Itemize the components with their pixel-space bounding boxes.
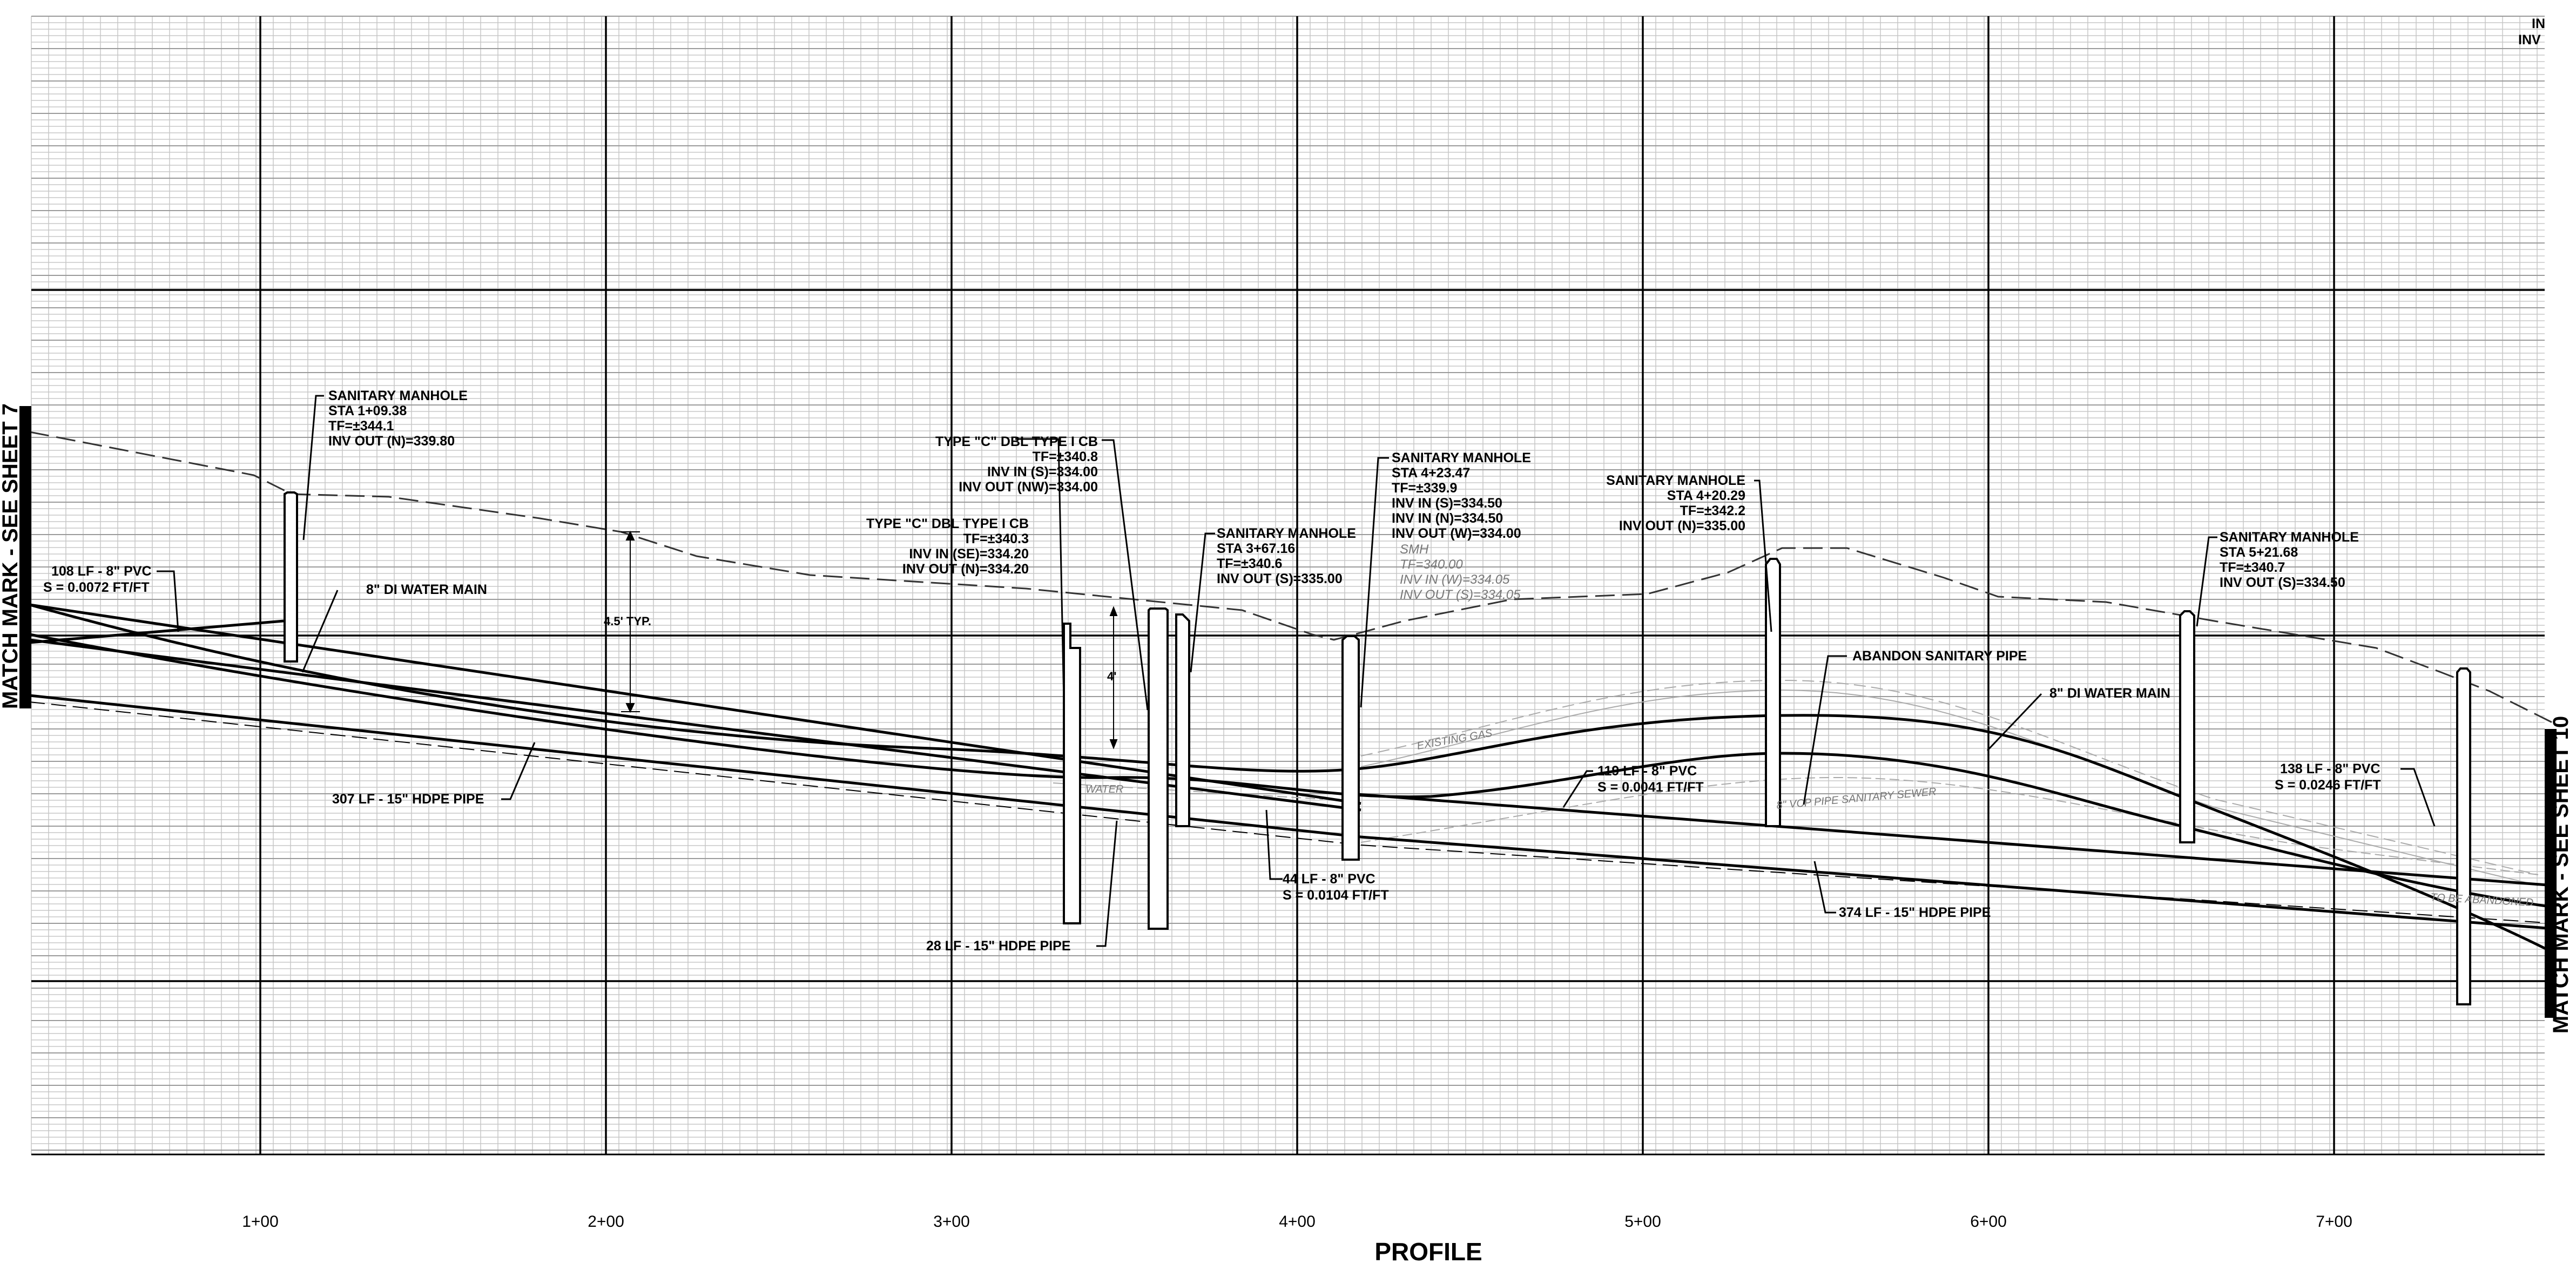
profile-grid: [31, 16, 2545, 1156]
match-bar-left: [19, 406, 31, 708]
hdpe-307-label: 307 LF - 15" HDPE PIPE: [332, 792, 484, 807]
cb-dbl-b-label: TYPE "C" DBL TYPE I CB TF=±340.3 INV IN …: [866, 516, 1029, 577]
station-tick: 3+00: [933, 1213, 970, 1231]
leader-lines: [157, 395, 2436, 947]
corner-text-2: INV: [2518, 32, 2541, 48]
svg-text:STA 3+67.16: STA 3+67.16: [1217, 541, 1295, 556]
station-tick: 6+00: [1970, 1213, 2007, 1231]
smh-5-label: SANITARY MANHOLE STA 5+21.68 TF=±340.7 I…: [2220, 530, 2359, 590]
svg-text:TYPE "C" DBL TYPE I CB: TYPE "C" DBL TYPE I CB: [866, 516, 1029, 531]
svg-text:INV IN (S)=334.50: INV IN (S)=334.50: [1392, 496, 1502, 511]
svg-text:INV IN (S)=334.00: INV IN (S)=334.00: [987, 464, 1098, 479]
svg-text:SANITARY MANHOLE: SANITARY MANHOLE: [1217, 526, 1356, 541]
match-bar-right: [2545, 729, 2557, 1018]
svg-text:TF=±340.7: TF=±340.7: [2220, 560, 2285, 575]
catch-basin-b: [1063, 623, 1081, 924]
svg-text:STA 5+21.68: STA 5+21.68: [2220, 545, 2298, 560]
svg-text:TF=±340.3: TF=±340.3: [963, 531, 1029, 546]
water-main-right-label: 8" DI WATER MAIN: [2049, 686, 2170, 701]
smh-4b-label: SANITARY MANHOLE STA 4+20.29 TF=±342.2 I…: [1606, 473, 1745, 533]
svg-text:INV OUT (W)=334.00: INV OUT (W)=334.00: [1392, 526, 1521, 541]
station-tick: 2+00: [588, 1213, 624, 1231]
svg-text:STA 4+23.47: STA 4+23.47: [1392, 465, 1470, 481]
svg-text:TYPE "C" DBL TYPE I CB: TYPE "C" DBL TYPE I CB: [935, 434, 1098, 449]
dimension-4-label: 4': [1107, 670, 1116, 683]
svg-text:INV OUT (N)=339.80: INV OUT (N)=339.80: [328, 434, 455, 449]
svg-text:INV IN (SE)=334.20: INV IN (SE)=334.20: [909, 546, 1029, 562]
water-main-left-label: 8" DI WATER MAIN: [366, 582, 487, 597]
pvc-108-slope: S = 0.0072 FT/FT: [43, 580, 150, 595]
hdpe-374-label: 374 LF - 15" HDPE PIPE: [1839, 905, 1991, 920]
svg-text:TF=±339.9: TF=±339.9: [1392, 481, 1457, 496]
pvc-119-label: 119 LF - 8" PVC: [1597, 764, 1697, 779]
svg-text:SANITARY MANHOLE: SANITARY MANHOLE: [328, 388, 468, 403]
smh-existing-label: SMH TF=340.00 INV IN (W)=334.05 INV OUT …: [1400, 542, 1521, 602]
station-tick: 4+00: [1279, 1213, 1316, 1231]
svg-text:INV OUT (S)=334.05: INV OUT (S)=334.05: [1400, 587, 1521, 602]
pvc-44-slope: S = 0.0104 FT/FT: [1283, 888, 1389, 903]
station-tick: 5+00: [1624, 1213, 1661, 1231]
svg-text:INV IN (N)=334.50: INV IN (N)=334.50: [1392, 511, 1503, 526]
corner-text-1: IN: [2532, 16, 2545, 31]
profile-title: PROFILE: [1374, 1238, 1482, 1266]
manhole-end: [2456, 667, 2471, 1005]
pvc-119-slope: S = 0.0041 FT/FT: [1597, 780, 1704, 795]
svg-text:TF=±340.8: TF=±340.8: [1033, 449, 1098, 464]
station-tick: 1+00: [242, 1213, 279, 1231]
smh-4a-label: SANITARY MANHOLE STA 4+23.47 TF=±339.9 I…: [1392, 450, 1531, 541]
pvc-44-label: 44 LF - 8" PVC: [1283, 872, 1375, 887]
abandon-label: ABANDON SANITARY PIPE: [1852, 648, 2027, 664]
dashed-pipes: [29, 701, 2555, 924]
dimension-typ-label: 4.5' TYP.: [604, 614, 651, 628]
manhole-5: [2179, 610, 2195, 843]
smh-1-label: SANITARY MANHOLE STA 1+09.38 TF=±344.1 I…: [328, 388, 468, 449]
existing-water-label: WATER: [1085, 783, 1123, 795]
svg-text:INV OUT (N)=334.20: INV OUT (N)=334.20: [902, 562, 1029, 577]
svg-text:SANITARY MANHOLE: SANITARY MANHOLE: [2220, 530, 2359, 545]
svg-text:INV OUT (NW)=334.00: INV OUT (NW)=334.00: [959, 479, 1098, 495]
svg-text:TF=±344.1: TF=±344.1: [328, 418, 394, 434]
pvc-138-label: 138 LF - 8" PVC: [2280, 761, 2381, 776]
catch-basin-a: [1148, 607, 1169, 930]
pvc-108-label: 108 LF - 8" PVC: [51, 564, 152, 579]
svg-text:TF=340.00: TF=340.00: [1400, 557, 1463, 572]
manhole-4a: [1341, 635, 1360, 861]
svg-text:TF=±342.2: TF=±342.2: [1680, 503, 1745, 518]
svg-text:SANITARY MANHOLE: SANITARY MANHOLE: [1606, 473, 1745, 488]
svg-text:INV OUT (N)=335.00: INV OUT (N)=335.00: [1619, 518, 1745, 533]
svg-text:STA 4+20.29: STA 4+20.29: [1667, 488, 1745, 503]
svg-text:INV OUT (S)=334.50: INV OUT (S)=334.50: [2220, 575, 2345, 590]
manhole-3: [1175, 613, 1190, 827]
pvc-138-slope: S = 0.0246 FT/FT: [2275, 778, 2381, 793]
smh-3-label: SANITARY MANHOLE STA 3+67.16 TF=±340.6 I…: [1217, 526, 1356, 586]
dimensions: [621, 530, 1118, 749]
match-mark-left: MATCH MARK - SEE SHEET 7: [0, 403, 22, 709]
manhole-1: [284, 491, 298, 663]
svg-text:INV IN (W)=334.05: INV IN (W)=334.05: [1400, 572, 1510, 587]
cb-dbl-a-label: TYPE "C" DBL TYPE I CB TF=±340.8 INV IN …: [935, 434, 1098, 495]
svg-text:TF=±340.6: TF=±340.6: [1217, 556, 1282, 571]
svg-text:SMH: SMH: [1400, 542, 1429, 557]
hdpe-28-label: 28 LF - 15" HDPE PIPE: [926, 938, 1071, 954]
match-mark-right: MATCH MARK - SEE SHEET 10: [2549, 716, 2573, 1033]
svg-text:SANITARY MANHOLE: SANITARY MANHOLE: [1392, 450, 1531, 465]
svg-text:INV OUT (S)=335.00: INV OUT (S)=335.00: [1217, 571, 1343, 586]
svg-text:STA 1+09.38: STA 1+09.38: [328, 403, 407, 418]
station-tick: 7+00: [2316, 1213, 2352, 1231]
structures: [284, 491, 2471, 1005]
